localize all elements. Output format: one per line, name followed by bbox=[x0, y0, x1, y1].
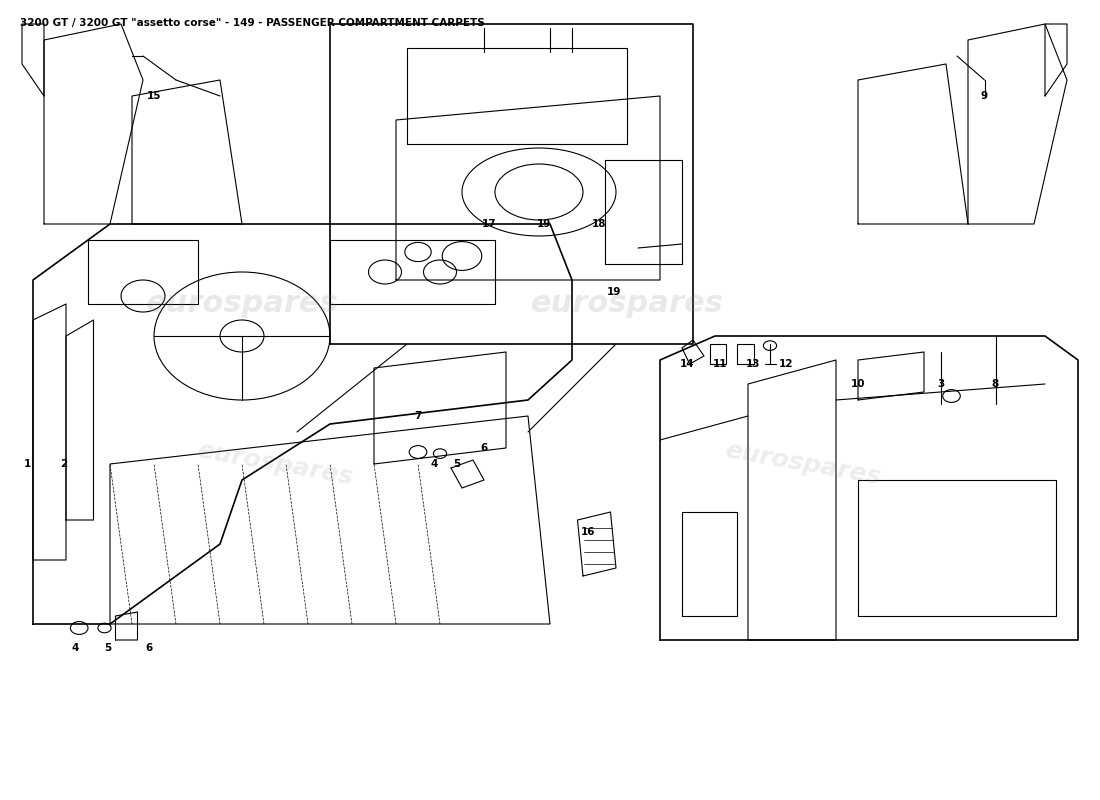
Text: 5: 5 bbox=[453, 459, 460, 469]
Text: 11: 11 bbox=[713, 359, 728, 369]
Text: 4: 4 bbox=[72, 643, 78, 653]
Text: 6: 6 bbox=[481, 443, 487, 453]
Text: 7: 7 bbox=[415, 411, 421, 421]
Text: eurospares: eurospares bbox=[723, 438, 883, 490]
Text: eurospares: eurospares bbox=[530, 290, 724, 318]
Text: 3: 3 bbox=[937, 379, 944, 389]
Text: 19: 19 bbox=[606, 287, 621, 297]
Text: 5: 5 bbox=[104, 643, 111, 653]
Text: 10: 10 bbox=[850, 379, 866, 389]
Text: eurospares: eurospares bbox=[195, 438, 355, 490]
Text: 6: 6 bbox=[145, 643, 152, 653]
Text: 2: 2 bbox=[60, 459, 67, 469]
Text: 8: 8 bbox=[992, 379, 999, 389]
Text: 1: 1 bbox=[24, 459, 31, 469]
Text: 18: 18 bbox=[592, 219, 607, 229]
Text: eurospares: eurospares bbox=[145, 290, 339, 318]
Text: 3200 GT / 3200 GT "assetto corse" - 149 - PASSENGER COMPARTMENT CARPETS: 3200 GT / 3200 GT "assetto corse" - 149 … bbox=[20, 18, 484, 27]
Text: 14: 14 bbox=[680, 359, 695, 369]
Text: 17: 17 bbox=[482, 219, 497, 229]
Text: 13: 13 bbox=[746, 359, 761, 369]
Text: 9: 9 bbox=[981, 91, 988, 101]
Text: 19: 19 bbox=[537, 219, 552, 229]
Text: 16: 16 bbox=[581, 527, 596, 537]
Text: 12: 12 bbox=[779, 359, 794, 369]
Text: 15: 15 bbox=[146, 91, 162, 101]
Text: 4: 4 bbox=[431, 459, 438, 469]
